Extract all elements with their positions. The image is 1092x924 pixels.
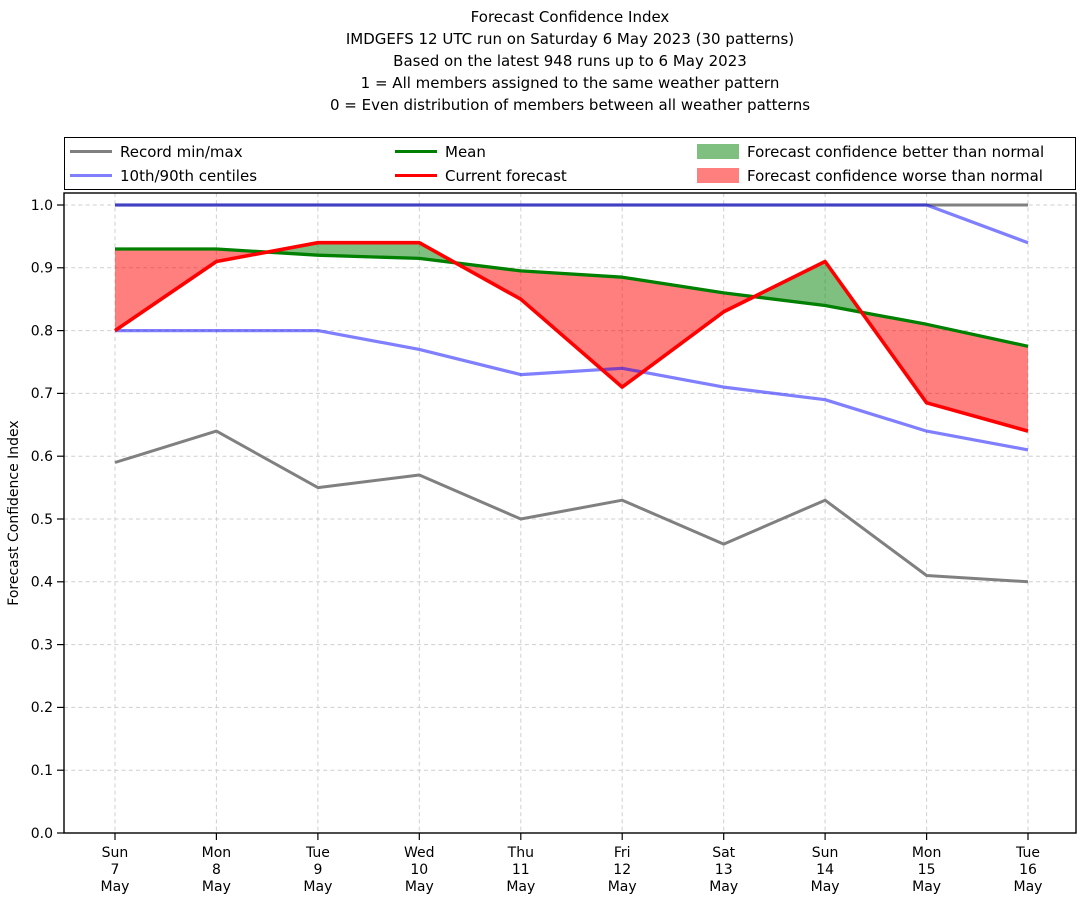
legend-column-2: Mean Current forecast bbox=[395, 138, 567, 189]
x-tick-label: May bbox=[506, 879, 535, 895]
legend-item-centiles: 10th/90th centiles bbox=[70, 165, 257, 186]
x-tick-label: Sun bbox=[102, 845, 129, 861]
y-tick-label: 0.4 bbox=[31, 575, 53, 591]
worse-than-normal-patch-swatch bbox=[697, 168, 739, 183]
title-line-2: IMDGEFS 12 UTC run on Saturday 6 May 202… bbox=[345, 30, 795, 48]
fill-worse-than-normal bbox=[115, 249, 1028, 432]
record-minmax-line-swatch bbox=[70, 149, 112, 154]
y-axis-label: Forecast Confidence Index bbox=[6, 420, 22, 605]
title-line-1: Forecast Confidence Index bbox=[470, 8, 670, 26]
x-tick-label: May bbox=[405, 879, 434, 895]
legend-item-better-than-normal: Forecast confidence better than normal bbox=[697, 141, 1044, 162]
y-tick-label: 0.7 bbox=[31, 386, 53, 402]
legend-item-worse-than-normal: Forecast confidence worse than normal bbox=[697, 165, 1044, 186]
record-min-line bbox=[114, 429, 1029, 584]
legend-label: Forecast confidence worse than normal bbox=[747, 166, 1043, 185]
x-tick-label: 7 bbox=[111, 862, 120, 878]
title-line-5: 0 = Even distribution of members between… bbox=[329, 96, 811, 114]
x-tick-label: 16 bbox=[1019, 862, 1037, 878]
y-tick-label: 0.9 bbox=[31, 261, 53, 277]
x-tick-label: 12 bbox=[613, 862, 631, 878]
y-tick-label: 0.8 bbox=[31, 323, 53, 339]
x-tick-label: May bbox=[608, 879, 637, 895]
x-tick-label: May bbox=[303, 879, 332, 895]
legend-label: Forecast confidence better than normal bbox=[747, 142, 1045, 161]
x-tick-label: Thu bbox=[507, 845, 534, 861]
centile-10th-line bbox=[115, 329, 1029, 452]
x-tick-label: May bbox=[1014, 879, 1043, 895]
centile-90th-line bbox=[115, 203, 1029, 245]
x-tick-label: May bbox=[202, 879, 231, 895]
mean-line-swatch bbox=[395, 149, 437, 154]
legend-item-record-minmax: Record min/max bbox=[70, 141, 257, 162]
y-tick-label: 0.5 bbox=[31, 512, 53, 528]
x-tick-label: 15 bbox=[918, 862, 936, 878]
x-tick-label: Mon bbox=[202, 845, 232, 861]
title-line-3: Based on the latest 948 runs up to 6 May… bbox=[393, 52, 747, 70]
x-tick-label: 11 bbox=[512, 862, 530, 878]
better-than-normal-patch-swatch bbox=[697, 144, 739, 159]
x-tick-label: May bbox=[912, 879, 941, 895]
x-tick-label: Tue bbox=[305, 845, 330, 861]
x-tick-label: May bbox=[811, 879, 840, 895]
forecast-line bbox=[113, 240, 1029, 433]
title-line-4: 1 = All members assigned to the same wea… bbox=[360, 74, 780, 92]
legend-label: Mean bbox=[445, 142, 486, 161]
x-tick-label: Sun bbox=[812, 845, 839, 861]
y-tick-label: 0.3 bbox=[31, 637, 53, 653]
x-tick-label: 14 bbox=[816, 862, 834, 878]
legend-label: Current forecast bbox=[445, 166, 567, 185]
y-tick-label: 0.6 bbox=[31, 449, 53, 465]
centiles-line-swatch bbox=[70, 173, 112, 178]
legend-column-3: Forecast confidence better than normal F… bbox=[697, 138, 1044, 189]
x-tick-label: Sat bbox=[712, 845, 735, 861]
current-forecast-line-swatch bbox=[395, 173, 437, 178]
x-tick-label: 8 bbox=[212, 862, 221, 878]
legend-item-mean: Mean bbox=[395, 141, 567, 162]
legend-label: Record min/max bbox=[120, 142, 243, 161]
y-tick-label: 0.1 bbox=[31, 763, 53, 779]
x-tick-label: May bbox=[101, 879, 130, 895]
legend-label: 10th/90th centiles bbox=[120, 166, 258, 185]
legend-box: Record min/max 10th/90th centiles Mean C… bbox=[64, 137, 1076, 190]
legend-column-1: Record min/max 10th/90th centiles bbox=[70, 138, 257, 189]
legend-item-current-forecast: Current forecast bbox=[395, 165, 567, 186]
x-tick-label: Fri bbox=[614, 845, 631, 861]
x-tick-label: Wed bbox=[404, 845, 435, 861]
axes: 0.00.10.20.30.40.50.60.70.80.91.0Sun7May… bbox=[6, 198, 1042, 895]
plot-border bbox=[63, 192, 1077, 834]
y-tick-label: 1.0 bbox=[31, 198, 53, 214]
x-tick-label: Tue bbox=[1015, 845, 1040, 861]
x-tick-label: Mon bbox=[912, 845, 942, 861]
y-tick-label: 0.2 bbox=[31, 700, 53, 716]
y-tick-label: 0.0 bbox=[31, 826, 53, 842]
x-tick-label: 9 bbox=[313, 862, 322, 878]
x-tick-label: 13 bbox=[715, 862, 733, 878]
x-tick-label: May bbox=[709, 879, 738, 895]
x-tick-label: 10 bbox=[410, 862, 428, 878]
figure-title-block: Forecast Confidence Index IMDGEFS 12 UTC… bbox=[64, 6, 1076, 116]
